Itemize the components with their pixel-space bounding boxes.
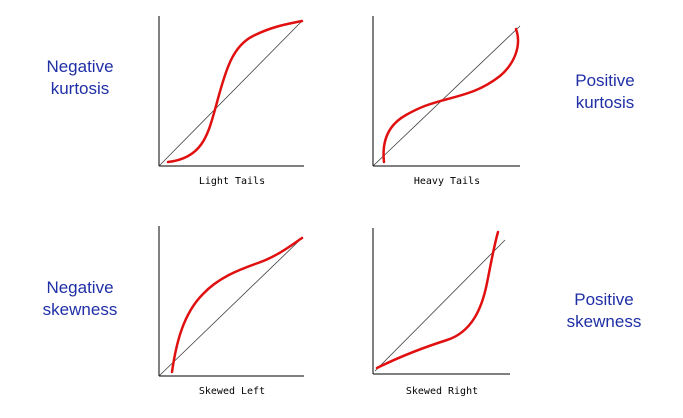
skewed-right-plot: [372, 228, 512, 376]
qq-curve: [382, 27, 520, 164]
label-line-1: Negative: [46, 278, 114, 297]
negative-kurtosis-label: Negative kurtosis: [30, 56, 130, 100]
positive-skewness-label: Positive skewness: [552, 289, 656, 333]
skewed-left-plot: [158, 226, 306, 378]
qq-curve: [166, 19, 304, 164]
qq-curve: [170, 236, 304, 374]
reference-line: [374, 239, 506, 372]
reference-line: [372, 25, 521, 167]
skewed-right-svg: [372, 228, 510, 375]
heavy-tails-svg: [372, 16, 521, 167]
negative-skewness-label: Negative skewness: [28, 277, 132, 321]
label-line-2: kurtosis: [575, 93, 635, 112]
light-tails-caption: Light Tails: [198, 176, 266, 187]
label-line-2: kurtosis: [50, 79, 110, 98]
label-line-1: Positive: [575, 71, 635, 90]
heavy-tails-plot: [372, 16, 522, 168]
light-tails-plot: [158, 16, 306, 168]
qq-curve: [375, 230, 500, 370]
label-line-1: Negative: [46, 57, 114, 76]
reference-line: [158, 237, 303, 377]
heavy-tails-caption: Heavy Tails: [413, 176, 481, 187]
label-line-2: skewness: [42, 300, 118, 319]
label-line-1: Positive: [574, 290, 634, 309]
positive-kurtosis-label: Positive kurtosis: [555, 70, 655, 114]
skewed-left-caption: Skewed Left: [198, 386, 266, 397]
light-tails-svg: [158, 16, 304, 167]
skewed-right-caption: Skewed Right: [405, 386, 479, 397]
label-line-2: skewness: [566, 312, 642, 331]
skewed-left-svg: [158, 226, 304, 377]
reference-line: [158, 20, 303, 167]
